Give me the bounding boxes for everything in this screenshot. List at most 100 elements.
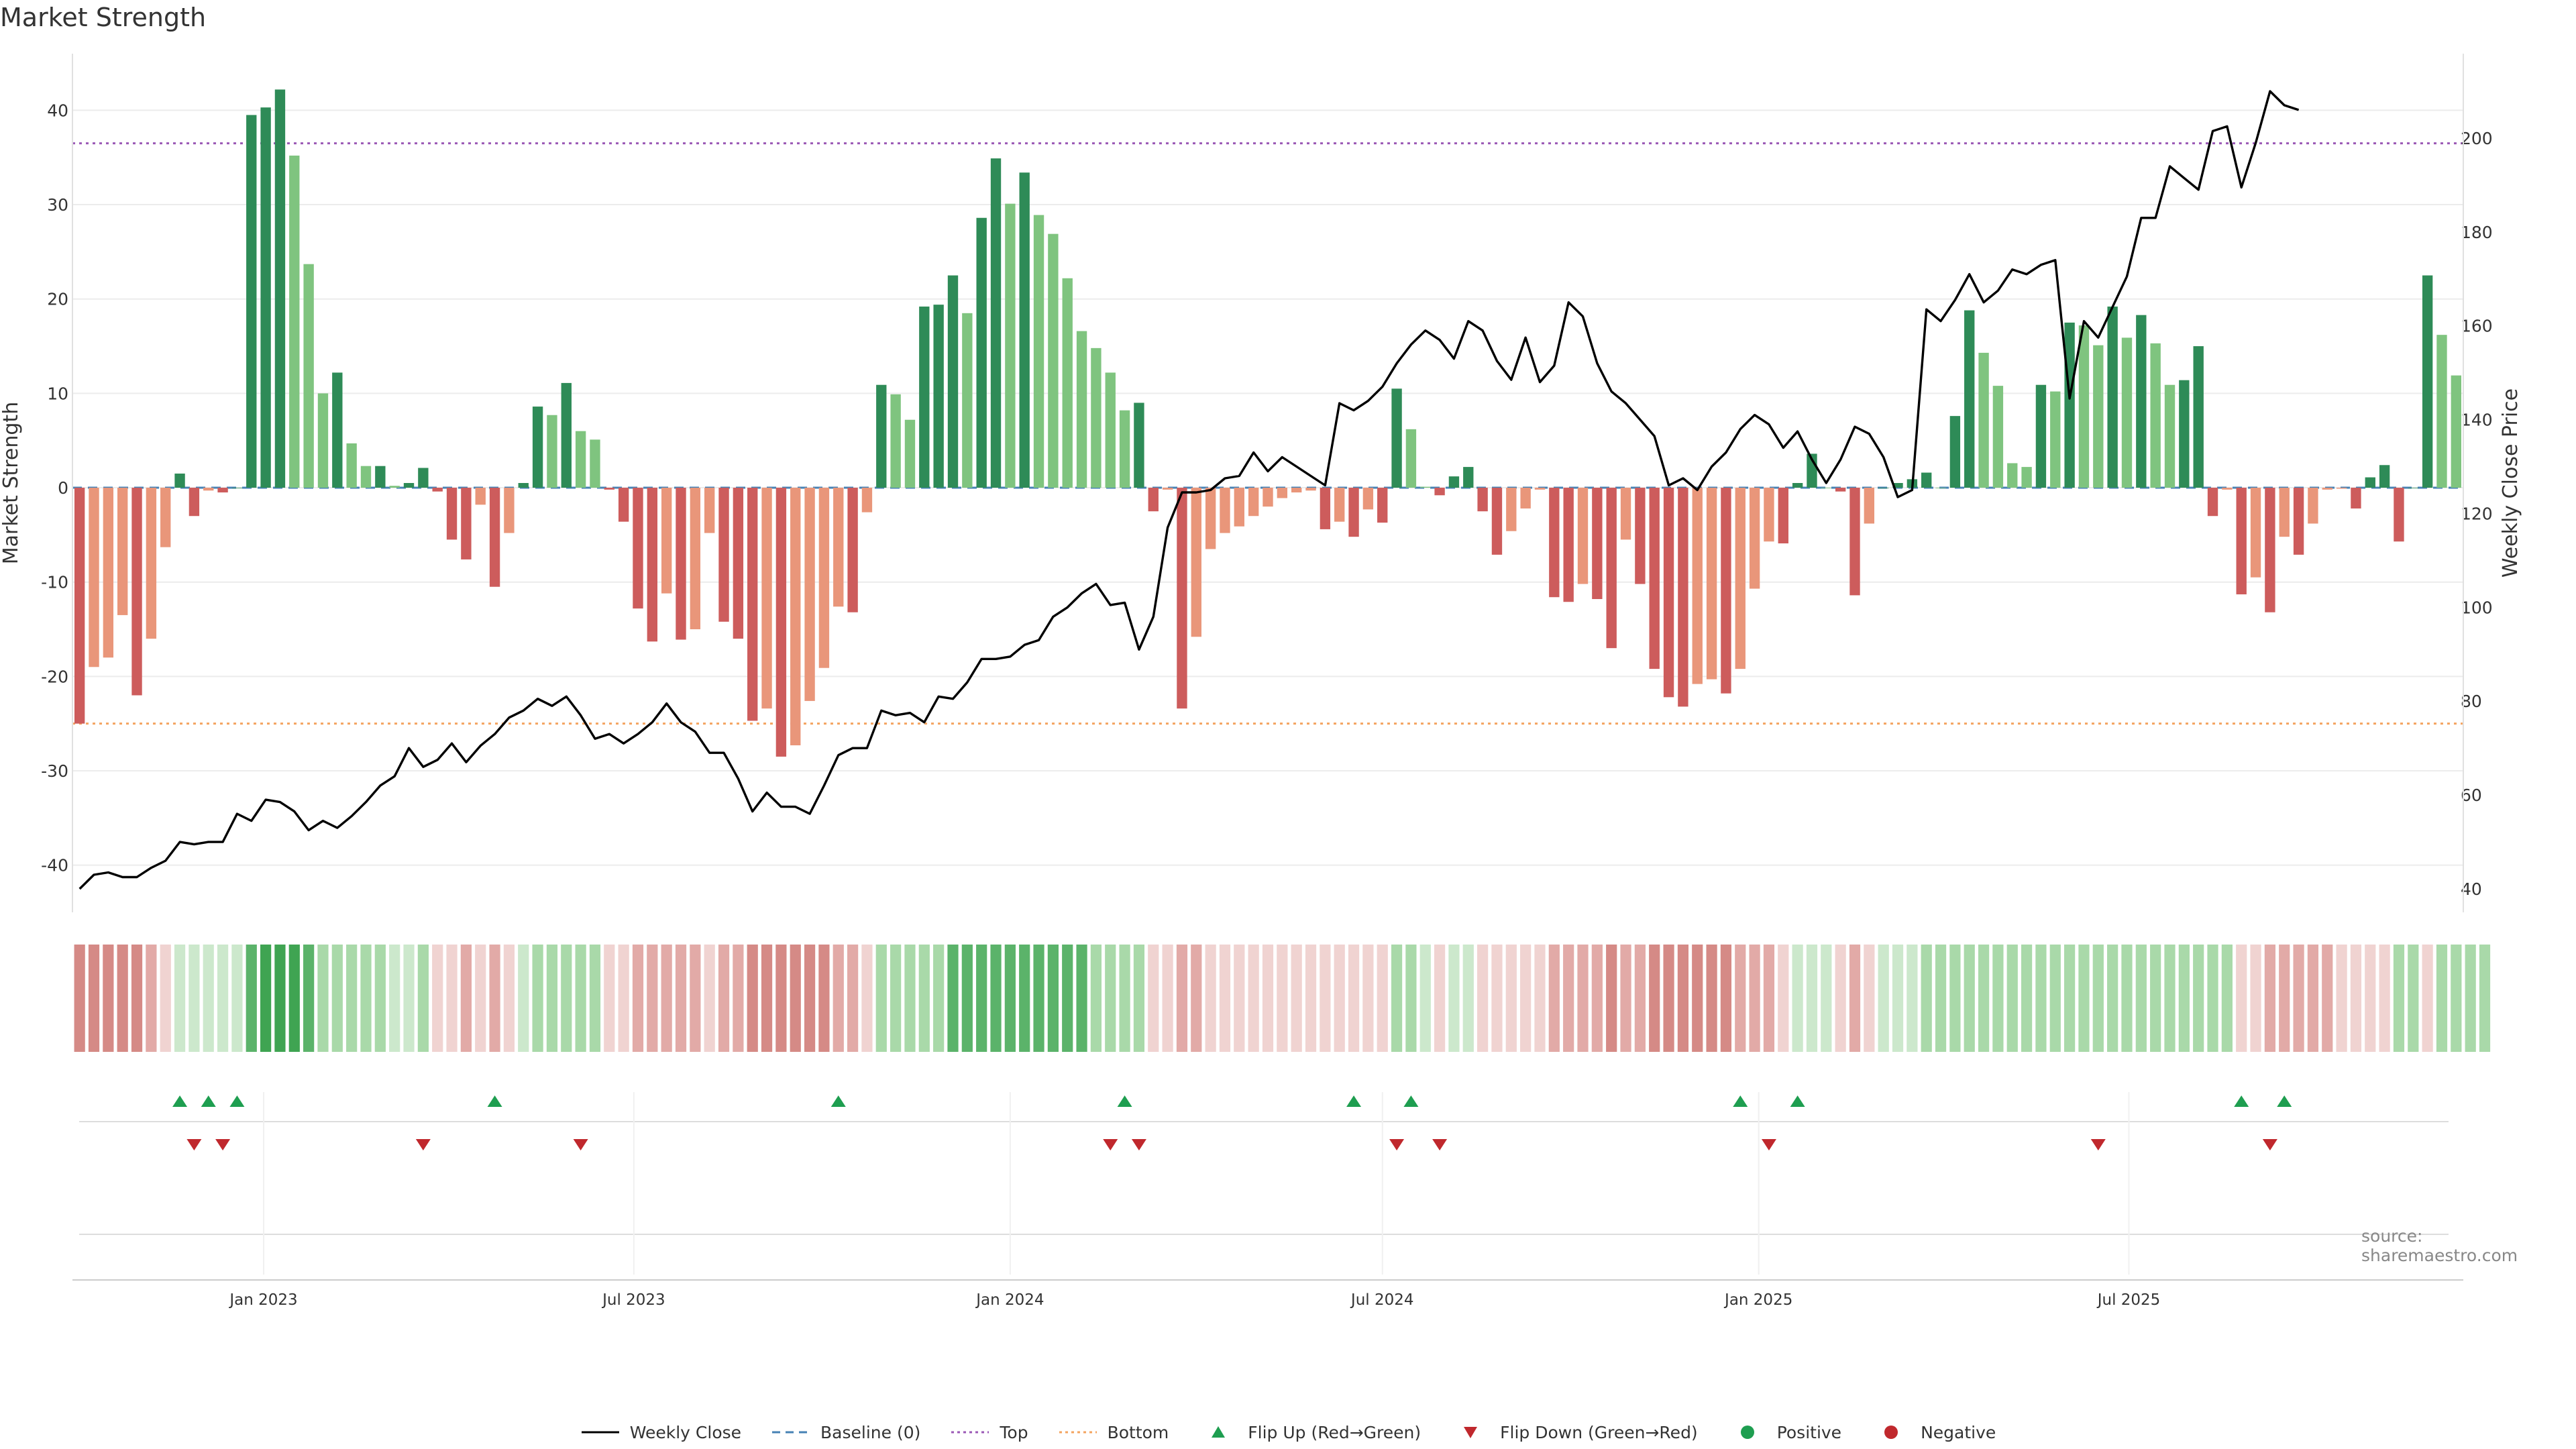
y2-tick-label: 100: [2461, 598, 2493, 617]
y-tick-label: -40: [41, 856, 68, 875]
regime-cell: [1821, 945, 1832, 1052]
regime-cell: [88, 945, 100, 1052]
strength-bar: [775, 488, 787, 757]
y-tick-label: -30: [41, 761, 68, 781]
strength-bar: [575, 431, 586, 488]
strength-bar: [2436, 335, 2447, 488]
strength-bar: [1792, 483, 1803, 488]
y-tick-label: 40: [47, 101, 68, 120]
regime-cell: [1491, 945, 1503, 1052]
regime-cell: [2465, 945, 2476, 1052]
regime-cell: [1234, 945, 1245, 1052]
date-tick-label: Jan 2023: [228, 1291, 297, 1309]
flip-down-marker: [1131, 1139, 1146, 1150]
regime-cell: [1907, 945, 1918, 1052]
regime-cell: [2035, 945, 2047, 1052]
strength-bar: [1405, 429, 1417, 488]
regime-cell: [1649, 945, 1660, 1052]
legend-label: Top: [1000, 1422, 1028, 1442]
strength-bar: [1592, 488, 1603, 600]
strength-bar: [1263, 488, 1273, 507]
strength-bar: [2121, 337, 2133, 488]
strength-bar: [1506, 488, 1517, 531]
regime-cell: [532, 945, 543, 1052]
strength-bar: [818, 488, 830, 668]
flip-down-marker: [1103, 1139, 1118, 1150]
regime-cell: [160, 945, 171, 1052]
regime-cell: [632, 945, 644, 1052]
strength-bar: [1391, 388, 1402, 488]
regime-cell: [1663, 945, 1674, 1052]
regime-cell: [274, 945, 286, 1052]
date-tick-label: Jul 2025: [2096, 1291, 2161, 1309]
regime-cell: [2021, 945, 2033, 1052]
legend: Weekly Close Baseline (0) Top Bottom Flip Up…: [0, 1419, 2576, 1446]
flip-up-marker: [2234, 1095, 2249, 1107]
strength-bar: [432, 488, 443, 492]
strength-bar: [690, 488, 701, 630]
flip-down-marker: [1389, 1139, 1405, 1150]
strength-bar: [1134, 402, 1144, 488]
regime-cell: [1062, 945, 1073, 1052]
strength-bar: [1849, 488, 1860, 596]
regime-cell: [546, 945, 558, 1052]
strength-bar: [1248, 488, 1259, 517]
strength-bar: [1448, 476, 1460, 488]
regime-cell: [360, 945, 372, 1052]
strength-bar: [604, 488, 614, 490]
strength-bar: [647, 488, 658, 642]
strength-bar: [117, 488, 128, 615]
regime-cell: [74, 945, 85, 1052]
regime-cell: [374, 945, 386, 1052]
regime-cell: [904, 945, 916, 1052]
strength-bar: [103, 488, 114, 658]
regime-cell: [2193, 945, 2204, 1052]
regime-cell: [2250, 945, 2261, 1052]
strength-bar: [1549, 488, 1560, 598]
regime-cell: [231, 945, 243, 1052]
regime-cell: [1019, 945, 1030, 1052]
circle-icon: [1740, 1426, 1754, 1439]
regime-cell: [2408, 945, 2419, 1052]
regime-cell: [131, 945, 143, 1052]
regime-cell: [1692, 945, 1703, 1052]
regime-cell: [2221, 945, 2233, 1052]
strength-bar: [2021, 467, 2032, 488]
strength-bar: [1076, 331, 1087, 488]
regime-cell: [947, 945, 959, 1052]
strength-bar: [590, 439, 600, 488]
strength-bar: [2422, 275, 2433, 488]
regime-cell: [747, 945, 758, 1052]
strength-bar: [1148, 488, 1159, 512]
flip-down-marker: [215, 1139, 231, 1150]
flip-up-marker: [229, 1095, 245, 1107]
y-tick-label: 10: [47, 384, 68, 403]
y2-tick-label: 160: [2461, 317, 2493, 336]
regime-cell: [103, 945, 114, 1052]
strength-bar: [131, 488, 142, 696]
strength-bar: [1191, 488, 1201, 637]
regime-cell: [475, 945, 486, 1052]
regime-cell: [1620, 945, 1631, 1052]
strength-bar: [2035, 384, 2047, 488]
strength-bar: [847, 488, 858, 612]
flip-up-marker: [830, 1095, 846, 1107]
y-tick-label: -20: [41, 667, 68, 686]
regime-cell: [861, 945, 873, 1052]
legend-item: Flip Up (Red→Green): [1198, 1423, 1421, 1442]
strength-bar: [890, 394, 901, 488]
strength-bar: [332, 372, 343, 488]
regime-cell: [417, 945, 429, 1052]
regime-cell: [446, 945, 458, 1052]
strength-bar: [217, 488, 228, 493]
regime-cell: [189, 945, 200, 1052]
legend-item: Baseline (0): [771, 1423, 920, 1442]
strength-bar: [1563, 488, 1574, 602]
regime-cell: [2207, 945, 2218, 1052]
regime-cell: [1448, 945, 1460, 1052]
strength-bar: [1305, 488, 1316, 491]
regime-cell: [303, 945, 315, 1052]
regime-cell: [2307, 945, 2319, 1052]
regime-cell: [2236, 945, 2247, 1052]
regime-cell: [1291, 945, 1302, 1052]
